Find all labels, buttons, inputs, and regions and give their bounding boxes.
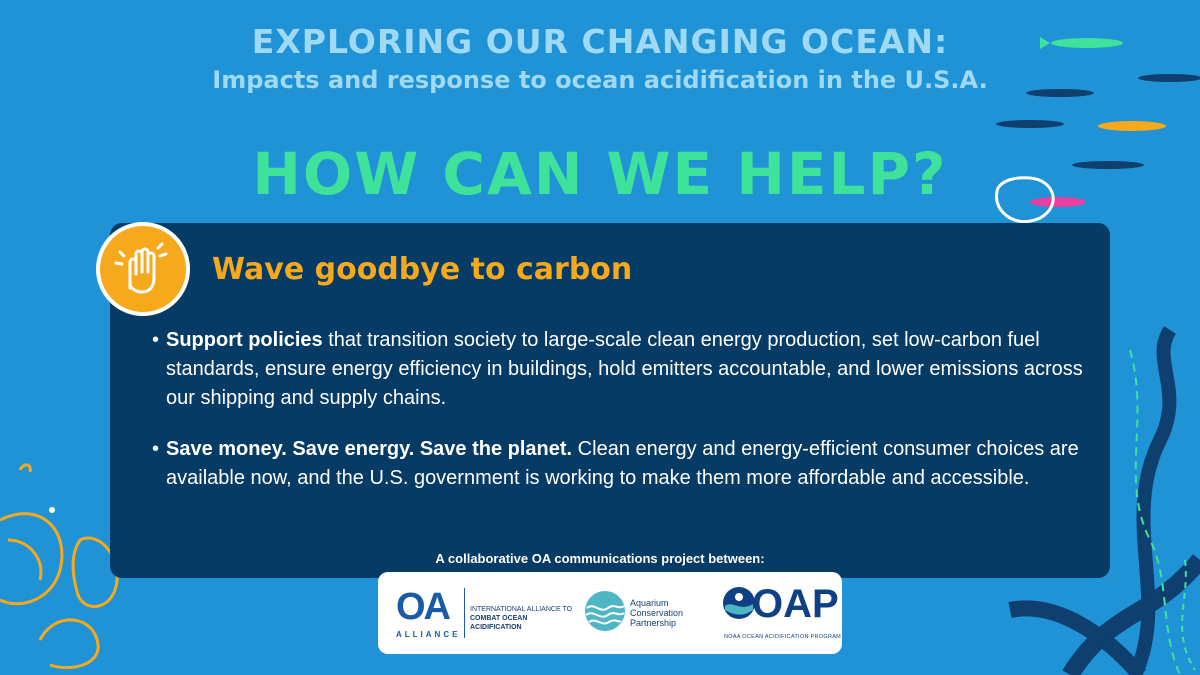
- bullet-text: Clean energy and energy-efficient consum…: [166, 438, 1079, 489]
- footer-caption: A collaborative OA communications projec…: [435, 551, 765, 566]
- bullet-bold: Support policies: [166, 329, 323, 351]
- acp-line3: Partnership: [630, 618, 677, 628]
- bullet-dot: •: [152, 438, 160, 460]
- kelp: [1008, 326, 1200, 675]
- content-panel: [110, 223, 1110, 578]
- logo-divider: [464, 588, 465, 638]
- partner-logos: OA ALLIANCE INTERNATIONAL ALLIANCE TO CO…: [378, 572, 842, 654]
- oa-alliance-wordmark: ALLIANCE: [396, 630, 461, 639]
- oa-name-line1: INTERNATIONAL ALLIANCE TO: [470, 606, 573, 613]
- acp-line2: Conservation: [630, 608, 684, 618]
- oa-name-line2: COMBAT OCEAN ACIDIFICATION: [470, 615, 528, 631]
- noaa-seal-icon: [723, 587, 755, 619]
- headline: HOW CAN WE HELP?: [252, 140, 948, 208]
- page-subtitle: Impacts and response to ocean acidificat…: [212, 66, 988, 94]
- oa-alliance-logo: OA: [396, 586, 451, 628]
- waving-hand-icon: [96, 222, 190, 316]
- fish-school: [995, 37, 1200, 224]
- bullet-dot: •: [152, 329, 160, 351]
- bullet-text: that transition society to large-scale c…: [166, 329, 1083, 409]
- bullet-bold: Save money. Save energy. Save the planet…: [166, 438, 573, 460]
- oap-logo-subtitle: NOAA OCEAN ACIDIFICATION PROGRAM: [724, 634, 842, 640]
- bullet-save-money: • Save money. Save energy. Save the plan…: [152, 435, 1087, 493]
- acp-line1: Aquarium: [630, 598, 669, 608]
- oap-logo: OAP: [752, 582, 839, 626]
- shells: [0, 463, 119, 670]
- acp-wave-icon: [585, 591, 625, 631]
- section-title: Wave goodbye to carbon: [212, 252, 633, 287]
- oa-alliance-name: INTERNATIONAL ALLIANCE TO COMBAT OCEAN A…: [470, 605, 580, 632]
- bullet-support-policies: • Support policies that transition socie…: [152, 326, 1087, 413]
- acp-logo-text: Aquarium Conservation Partnership: [630, 598, 683, 628]
- page-title: EXPLORING OUR CHANGING OCEAN:: [251, 22, 949, 61]
